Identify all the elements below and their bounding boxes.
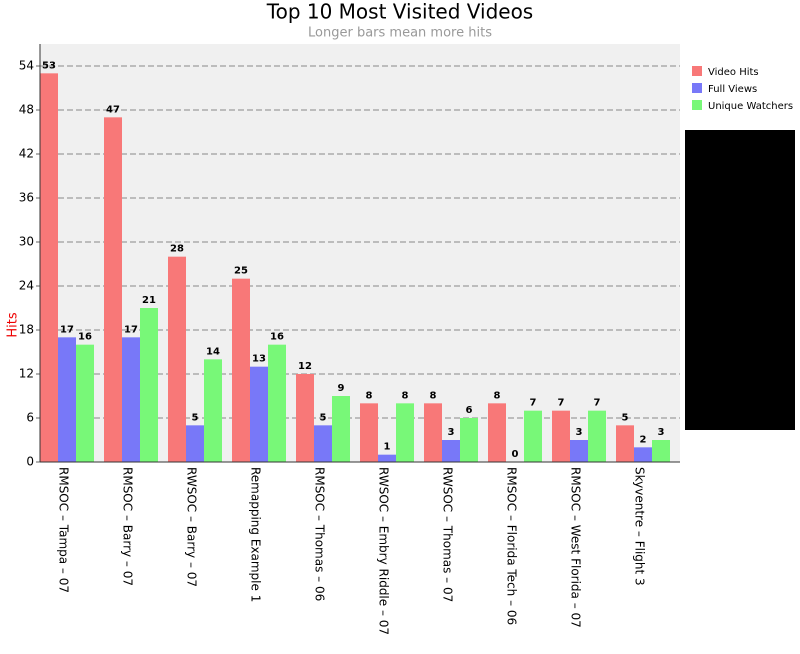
legend-swatch — [692, 66, 702, 76]
y-tick-label: 18 — [19, 323, 34, 337]
redacted-area — [685, 130, 795, 430]
bar — [268, 344, 286, 462]
bar — [204, 359, 222, 462]
data-label: 3 — [576, 427, 583, 438]
bar — [616, 425, 634, 462]
x-tick-label: RWSOC – Barry – 07 — [185, 467, 199, 587]
data-label: 17 — [60, 324, 74, 335]
data-label: 2 — [640, 434, 647, 445]
data-label: 3 — [658, 427, 665, 438]
x-tick-label: RMSOC – Tampa – 07 — [57, 467, 71, 593]
data-label: 8 — [430, 390, 437, 401]
legend-swatch — [692, 100, 702, 110]
data-label: 25 — [234, 266, 248, 277]
bar — [396, 403, 414, 462]
y-tick-label: 42 — [19, 147, 34, 161]
chart-subtitle: Longer bars mean more hits — [308, 26, 492, 41]
data-label: 8 — [494, 390, 501, 401]
bar — [524, 410, 542, 462]
legend-label: Unique Watchers — [708, 101, 793, 112]
x-tick-label: Remapping Example 1 — [249, 467, 263, 602]
y-tick-label: 0 — [26, 455, 34, 469]
y-tick-label: 12 — [19, 367, 34, 381]
bar — [104, 117, 122, 462]
chart-title: Top 10 Most Visited Videos — [266, 0, 533, 24]
bar — [122, 337, 140, 462]
data-label: 7 — [594, 398, 601, 409]
data-label: 47 — [106, 104, 120, 115]
bar — [314, 425, 332, 462]
bar — [570, 440, 588, 462]
bar — [250, 366, 268, 462]
legend-swatch — [692, 83, 702, 93]
x-tick-label: RMSOC – West Florida – 07 — [569, 467, 583, 628]
data-label: 13 — [252, 354, 266, 365]
bar — [378, 454, 396, 462]
data-label: 5 — [192, 412, 199, 423]
data-label: 16 — [270, 332, 284, 343]
data-label: 8 — [366, 390, 373, 401]
bar — [552, 410, 570, 462]
x-tick-label: RMSOC – Barry – 07 — [121, 467, 135, 586]
legend-label: Video Hits — [708, 67, 759, 78]
data-label: 7 — [558, 398, 565, 409]
x-tick-label: Skyventre – Flight 3 — [633, 467, 647, 586]
data-label: 6 — [466, 405, 473, 416]
x-tick-label: RMSOC – Florida Tech – 06 — [505, 467, 519, 625]
y-tick-label: 24 — [19, 279, 34, 293]
bar — [360, 403, 378, 462]
data-label: 53 — [42, 60, 56, 71]
bar — [232, 278, 250, 462]
bar — [652, 440, 670, 462]
bar — [442, 440, 460, 462]
bar — [488, 403, 506, 462]
bar — [58, 337, 76, 462]
bar — [168, 256, 186, 462]
data-label: 5 — [622, 412, 629, 423]
data-label: 0 — [512, 449, 519, 460]
data-label: 12 — [298, 361, 312, 372]
x-tick-label: RMSOC – Thomas – 06 — [313, 467, 327, 601]
bar — [634, 447, 652, 462]
x-tick-label: RWSOC – Thomas – 07 — [441, 467, 455, 602]
y-tick-label: 30 — [19, 235, 34, 249]
bar — [588, 410, 606, 462]
y-tick-label: 48 — [19, 103, 34, 117]
bar — [40, 73, 58, 462]
y-tick-label: 54 — [19, 59, 34, 73]
data-label: 9 — [338, 383, 345, 394]
bar — [460, 418, 478, 462]
data-label: 3 — [448, 427, 455, 438]
y-tick-label: 6 — [26, 411, 34, 425]
y-axis-label: Hits — [6, 312, 21, 337]
data-label: 8 — [402, 390, 409, 401]
bar — [296, 374, 314, 462]
data-label: 17 — [124, 324, 138, 335]
bar — [140, 308, 158, 462]
bar — [76, 344, 94, 462]
bar — [424, 403, 442, 462]
data-label: 1 — [384, 442, 391, 453]
x-tick-label: RWSOC – Embry Riddle – 07 — [377, 467, 391, 635]
bar — [332, 396, 350, 462]
data-label: 14 — [206, 346, 220, 357]
data-label: 21 — [142, 295, 156, 306]
legend-label: Full Views — [708, 84, 757, 95]
data-label: 28 — [170, 244, 184, 255]
data-label: 7 — [530, 398, 537, 409]
data-label: 5 — [320, 412, 327, 423]
y-tick-label: 36 — [19, 191, 34, 205]
data-label: 16 — [78, 332, 92, 343]
bar — [186, 425, 204, 462]
